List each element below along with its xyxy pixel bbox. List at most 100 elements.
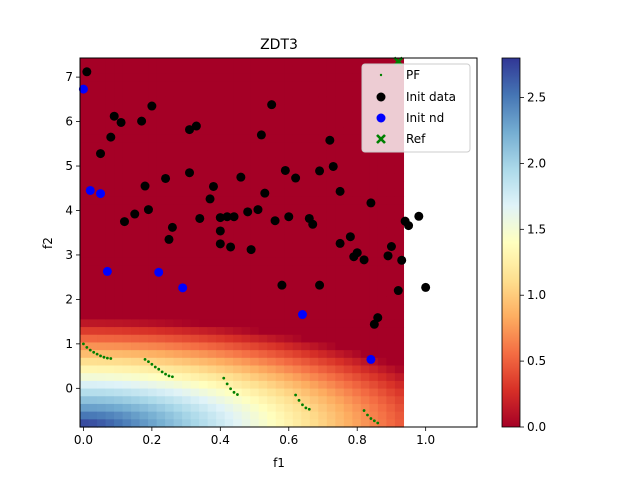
heatmap-cell xyxy=(88,257,98,267)
heatmap-cell xyxy=(216,288,226,297)
heatmap-cell xyxy=(267,242,277,251)
heatmap-cell xyxy=(173,242,183,251)
heatmap-cell xyxy=(318,388,328,397)
heatmap-cell xyxy=(131,234,141,244)
heatmap-cell xyxy=(97,403,107,413)
heatmap-cell xyxy=(318,73,328,82)
heatmap-cell xyxy=(199,311,209,320)
heatmap-cell xyxy=(224,411,234,420)
heatmap-cell xyxy=(114,280,124,290)
heatmap-cell xyxy=(173,127,183,136)
heatmap-cell xyxy=(318,380,328,390)
init-data-point xyxy=(143,205,153,215)
heatmap-cell xyxy=(88,342,98,351)
heatmap-cell xyxy=(394,211,405,221)
heatmap-cell xyxy=(394,319,405,328)
heatmap-cell xyxy=(275,119,285,128)
heatmap-cell xyxy=(335,403,345,413)
heatmap-cell xyxy=(114,334,124,344)
heatmap-cell xyxy=(335,257,345,267)
heatmap-cell xyxy=(105,227,115,236)
heatmap-cell xyxy=(377,396,387,405)
heatmap-cell xyxy=(224,119,234,128)
heatmap-cell xyxy=(318,373,328,382)
heatmap-cell xyxy=(139,250,149,259)
legend-marker-init-nd xyxy=(376,113,386,123)
heatmap-cell xyxy=(182,250,192,259)
heatmap-cell xyxy=(190,280,200,290)
init-data-point xyxy=(130,209,140,219)
heatmap-cell xyxy=(301,111,311,121)
pf-point xyxy=(376,421,380,425)
heatmap-cell xyxy=(326,142,336,151)
heatmap-cell xyxy=(301,288,311,297)
heatmap-cell xyxy=(139,280,149,290)
init-data-point xyxy=(243,207,253,217)
heatmap-cell xyxy=(292,196,302,205)
heatmap-cell xyxy=(369,403,379,413)
heatmap-cell xyxy=(224,357,234,367)
heatmap-cell xyxy=(207,204,217,213)
heatmap-cell xyxy=(335,142,345,151)
heatmap-cell xyxy=(88,280,98,290)
heatmap-cell xyxy=(105,150,115,159)
heatmap-cell xyxy=(224,81,234,90)
heatmap-cell xyxy=(131,380,141,390)
heatmap-cell xyxy=(318,134,328,144)
heatmap-cell xyxy=(301,142,311,151)
init-data-point xyxy=(191,121,201,131)
heatmap-cell xyxy=(343,342,353,351)
heatmap-cell xyxy=(284,142,294,151)
heatmap-cell xyxy=(148,219,158,228)
heatmap-cell xyxy=(292,319,302,328)
heatmap-cell xyxy=(80,119,90,128)
heatmap-cell xyxy=(292,127,302,136)
heatmap-cell xyxy=(156,204,166,213)
heatmap-cell xyxy=(131,104,141,113)
heatmap-cell xyxy=(258,73,268,82)
heatmap-cell xyxy=(216,280,226,290)
heatmap-cell xyxy=(275,304,285,313)
init-data-point xyxy=(352,248,362,258)
heatmap-cell xyxy=(318,219,328,228)
heatmap-cell xyxy=(250,119,260,128)
heatmap-cell xyxy=(165,342,175,351)
heatmap-cell xyxy=(343,150,353,159)
heatmap-cell xyxy=(88,58,98,67)
heatmap-cell xyxy=(88,73,98,82)
heatmap-cell xyxy=(148,211,158,221)
heatmap-cell xyxy=(326,65,336,74)
heatmap-cell xyxy=(301,419,311,428)
heatmap-cell xyxy=(250,280,260,290)
heatmap-cell xyxy=(377,188,387,197)
heatmap-cell xyxy=(394,173,405,182)
heatmap-cell xyxy=(360,196,370,205)
heatmap-cell xyxy=(182,257,192,267)
heatmap-cell xyxy=(394,403,405,413)
y-tick-label: 1 xyxy=(65,337,73,351)
heatmap-cell xyxy=(360,188,370,197)
heatmap-cell xyxy=(190,419,200,428)
heatmap-cell xyxy=(377,257,387,267)
heatmap-cell xyxy=(207,373,217,382)
heatmap-cell xyxy=(114,81,124,90)
heatmap-cell xyxy=(233,373,243,382)
heatmap-cell xyxy=(165,211,175,221)
heatmap-cell xyxy=(352,304,362,313)
heatmap-cell xyxy=(105,327,115,336)
heatmap-cell xyxy=(97,419,107,428)
heatmap-cell xyxy=(182,58,192,67)
heatmap-cell xyxy=(352,81,362,90)
heatmap-cell xyxy=(156,419,166,428)
heatmap-cell xyxy=(241,73,251,82)
heatmap-cell xyxy=(105,357,115,367)
heatmap-cell xyxy=(326,373,336,382)
heatmap-cell xyxy=(156,403,166,413)
heatmap-cell xyxy=(165,119,175,128)
heatmap-cell xyxy=(275,127,285,136)
heatmap-cell xyxy=(267,342,277,351)
heatmap-cell xyxy=(80,142,90,151)
heatmap-cell xyxy=(173,411,183,420)
heatmap-cell xyxy=(352,365,362,374)
heatmap-cell xyxy=(394,196,405,205)
